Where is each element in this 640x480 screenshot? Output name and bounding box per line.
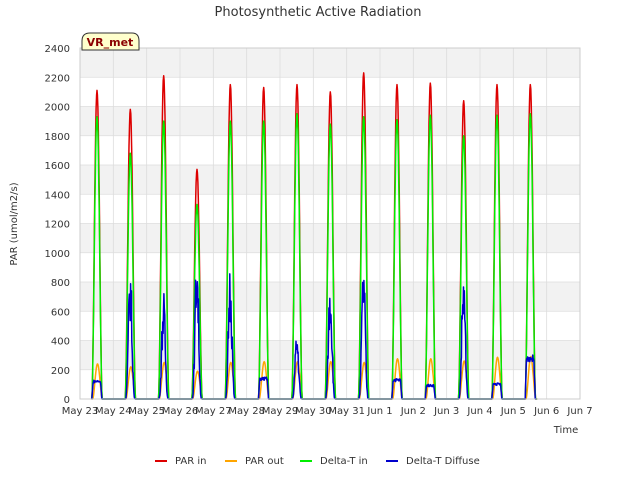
y-axis-label: PAR (umol/m2/s) [9,182,20,265]
y-tick-label-2400: 2400 [45,44,70,55]
x-tick-label-2: May 25 [128,406,165,417]
x-tick-label-5: May 28 [228,406,265,417]
y-tick-labels: 0 200 400 600 800 1000 1200 1400 1600 1800 2000 220… [45,44,70,406]
y-tick-label-1400: 1400 [45,190,70,201]
x-tick-label-11: Jun 3 [433,406,459,417]
y-tick-label-200: 200 [51,366,70,377]
y-tick-label-600: 600 [51,307,70,318]
y-tick-label-2000: 2000 [45,103,70,114]
band-1000 [80,223,580,253]
x-tick-label-1: May 24 [95,406,132,417]
x-tick-label-10: Jun 2 [400,406,426,417]
plot-frame [79,47,581,400]
legend-label-delta-t-in: Delta-T in [320,456,368,467]
y-tick-label-1000: 1000 [45,249,70,260]
y-tick-label-1800: 1800 [45,132,70,143]
band-2200 [80,48,580,78]
x-tick-label-13: Jun 5 [500,406,526,417]
y-tick-label-400: 400 [51,337,70,348]
chart-title: Photosynthetic Active Radiation [215,5,422,20]
x-tick-label-14: Jun 6 [533,406,559,417]
legend-label-par-in: PAR in [175,456,206,467]
x-tick-label-8: May 31 [328,406,365,417]
x-tick-label-4: May 27 [195,406,232,417]
x-tick-label-3: May 26 [162,406,199,417]
x-tick-label-9: Jun 1 [366,406,392,417]
y-tick-label-1200: 1200 [45,220,70,231]
legend: PAR in PAR out Delta-T in Delta-T Diffuse [155,456,480,467]
x-tick-label-7: May 30 [295,406,332,417]
vr-met-badge: VR_met [81,32,140,51]
x-tick-label-12: Jun 4 [466,406,492,417]
legend-label-par-out: PAR out [245,456,284,467]
y-tick-label-1600: 1600 [45,161,70,172]
y-tick-label-0: 0 [64,395,70,406]
y-tick-label-2200: 2200 [45,73,70,84]
band-1400 [80,165,580,195]
x-tick-label-6: May 29 [262,406,299,417]
y-tick-label-800: 800 [51,278,70,289]
x-axis-label: Time [553,425,578,436]
badge-label: VR_met [87,36,134,49]
legend-label-delta-t-diffuse: Delta-T Diffuse [406,456,480,467]
x-tick-label-0: May 23 [62,406,99,417]
x-tick-label-15: Jun 7 [566,406,592,417]
